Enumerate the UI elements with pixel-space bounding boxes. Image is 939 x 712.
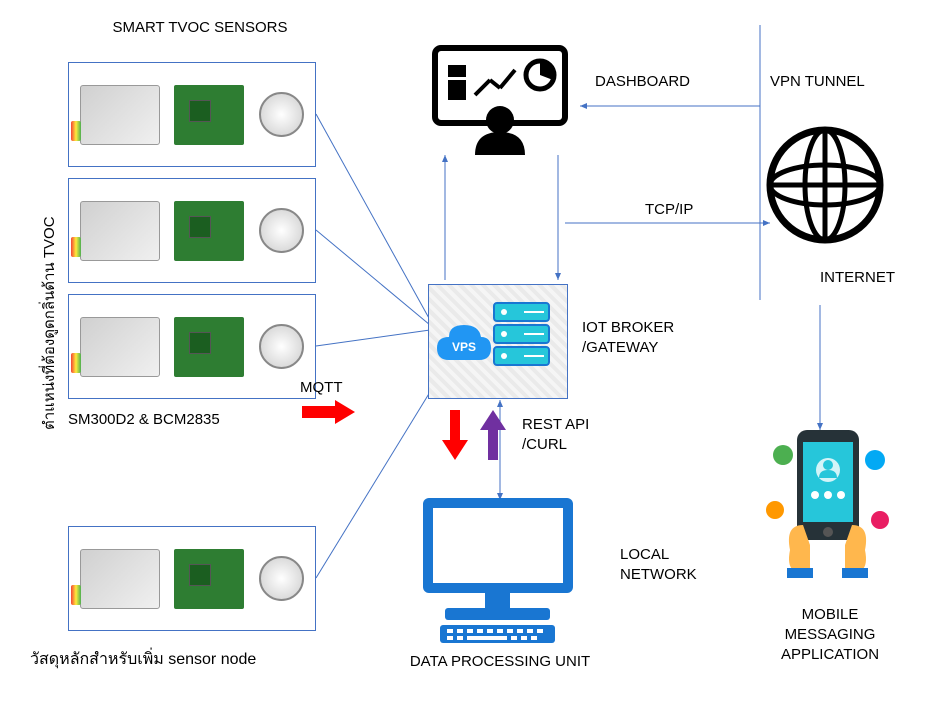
globe-icon — [760, 120, 890, 250]
dpu-icon — [405, 490, 590, 645]
sensors-title: SMART TVOC SENSORS — [110, 18, 290, 38]
rest-down-arrow-icon — [440, 408, 470, 463]
svg-text:VPS: VPS — [452, 340, 476, 354]
dashboard-label: DASHBOARD — [595, 72, 690, 92]
mobile-label-2: MESSAGING — [770, 625, 890, 645]
local-label-2: NETWORK — [620, 565, 697, 585]
broker-box: VPS — [428, 284, 568, 399]
sensor-box-1 — [68, 62, 316, 167]
left-vertical-label: ตำแหน่งที่ต้องดูดกลิ่นด้าน TVOC — [38, 90, 62, 430]
broker-label-2: /GATEWAY — [582, 338, 658, 358]
pcb-icon — [174, 317, 244, 377]
circle-sensor-icon — [259, 92, 304, 137]
circle-sensor-icon — [259, 556, 304, 601]
tcpip-label: TCP/IP — [645, 200, 693, 220]
mobile-label-1: MOBILE — [770, 605, 890, 625]
internet-label: INTERNET — [820, 268, 895, 288]
sensor-device-icon — [80, 201, 160, 261]
mqtt-arrow-icon — [300, 398, 360, 428]
sensor-box-2 — [68, 178, 316, 283]
sensor-model-label: SM300D2 & BCM2835 — [68, 410, 268, 430]
circle-sensor-icon — [259, 324, 304, 369]
pcb-icon — [174, 85, 244, 145]
bottom-left-label: วัสดุหลักสำหรับเพิ่ม sensor node — [30, 650, 330, 671]
rest-up-arrow-icon — [478, 408, 508, 463]
pcb-icon — [174, 549, 244, 609]
sensor-box-4 — [68, 526, 316, 631]
mobile-label-3: APPLICATION — [770, 645, 890, 665]
circle-sensor-icon — [259, 208, 304, 253]
sensor-device-icon — [80, 317, 160, 377]
sensor-box-3 — [68, 294, 316, 399]
rest-label-1: REST API — [522, 415, 589, 435]
dashboard-icon — [420, 40, 580, 160]
broker-label-1: IOT BROKER — [582, 318, 674, 338]
sensor-device-icon — [80, 85, 160, 145]
mqtt-label: MQTT — [300, 378, 343, 398]
pcb-icon — [174, 201, 244, 261]
vpn-label: VPN TUNNEL — [770, 72, 865, 92]
rest-label-2: /CURL — [522, 435, 567, 455]
sensor-device-icon — [80, 549, 160, 609]
dpu-label: DATA PROCESSING UNIT — [400, 652, 600, 672]
mobile-icon — [755, 420, 900, 580]
local-label-1: LOCAL — [620, 545, 669, 565]
